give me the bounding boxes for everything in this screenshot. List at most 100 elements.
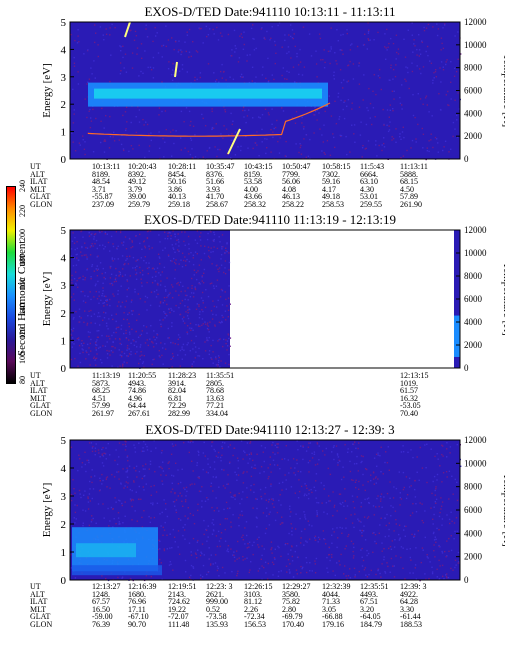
y-tick-label-left: 5 bbox=[61, 225, 67, 237]
panel-title: EXOS-D/TED Date:941110 11:13:19 - 12:13:… bbox=[143, 212, 397, 227]
orbit-value: 4.00 bbox=[244, 184, 258, 194]
orbit-value: 56.06 bbox=[282, 177, 300, 186]
orbit-value: 2.80 bbox=[282, 604, 296, 614]
panel-title: EXOS-D/TED Date:941110 12:13:27 - 12:39:… bbox=[145, 422, 395, 437]
orbit-value: 7302. bbox=[322, 169, 340, 179]
y-tick-label-right: 8000 bbox=[464, 482, 483, 492]
orbit-value: 258.67 bbox=[206, 199, 228, 209]
orbit-row-glat: GLAT -55.87 39.00 40.13 41.70 43.66 46.13 49.18… bbox=[30, 193, 490, 201]
orbit-row-ut: UT 10:13:11 10:20:43 10:28:11 10:35:47 10:43:… bbox=[30, 163, 490, 171]
orbit-value: 49.18 bbox=[322, 192, 340, 201]
orbit-value: 50.16 bbox=[168, 177, 186, 186]
orbit-value: 12:39: 3 bbox=[400, 582, 427, 591]
orbit-value: 3.05 bbox=[322, 604, 336, 614]
orbit-value: 4943. bbox=[128, 378, 146, 388]
y-tick-label-left: 2 bbox=[61, 99, 67, 111]
orbit-value: 81.12 bbox=[244, 597, 262, 606]
y-tick-label-right: 6000 bbox=[464, 86, 483, 96]
orbit-value: 12:16:39 bbox=[128, 582, 157, 591]
orbit-value: 4.96 bbox=[128, 393, 142, 403]
orbit-row-mlt: MLT 4.51 4.96 6.81 13.63 16.32 bbox=[30, 393, 490, 403]
orbit-value: 10:35:47 bbox=[206, 162, 235, 171]
orbit-row-label: UT bbox=[30, 371, 41, 380]
orbit-value: 258.53 bbox=[322, 199, 344, 209]
y-axis-label-left: Energy [eV] bbox=[41, 483, 53, 537]
orbit-row-label: ALT bbox=[30, 589, 45, 599]
y-tick-label-right: 12000 bbox=[464, 435, 487, 445]
orbit-value: 10:58:15 bbox=[322, 162, 351, 171]
panel-title: EXOS-D/TED Date:941110 10:13:11 - 11:13:… bbox=[144, 4, 396, 19]
energy-band-core bbox=[76, 543, 136, 558]
y-tick-label-right: 0 bbox=[464, 575, 469, 585]
y-tick-label-left: 3 bbox=[61, 280, 67, 292]
y-tick-label-right: 10000 bbox=[464, 248, 487, 258]
orbit-value: 51.66 bbox=[206, 177, 224, 186]
orbit-value: 4.51 bbox=[92, 393, 106, 403]
orbit-value: 156.53 bbox=[244, 619, 266, 629]
orbit-row-label: GLAT bbox=[30, 401, 51, 410]
orbit-value: 259.18 bbox=[168, 199, 190, 209]
y-tick-label-right: 0 bbox=[464, 154, 469, 164]
orbit-value: 999.00 bbox=[206, 597, 228, 606]
orbit-value: -59.00 bbox=[92, 612, 113, 621]
y-tick-label-right: 2000 bbox=[464, 552, 483, 562]
orbit-value: 4.17 bbox=[322, 184, 336, 194]
energy-band-core bbox=[94, 88, 322, 99]
colorbar-gradient bbox=[6, 186, 16, 384]
orbit-value: 7799. bbox=[282, 169, 300, 179]
orbit-value: 6.81 bbox=[168, 393, 182, 403]
orbit-value: -64.05 bbox=[360, 612, 381, 621]
orbit-row-label: ILAT bbox=[30, 597, 48, 606]
y-tick-label-right: 4000 bbox=[464, 528, 483, 538]
orbit-value: 59.16 bbox=[322, 177, 340, 186]
orbit-value: 12:35:51 bbox=[360, 582, 389, 591]
orbit-row-label: GLON bbox=[30, 408, 53, 418]
orbit-value: 64.28 bbox=[400, 597, 418, 606]
orbit-value: 724.62 bbox=[168, 597, 190, 606]
orbit-table: UT 10:13:11 10:20:43 10:28:11 10:35:47 10:43:… bbox=[30, 163, 490, 208]
colorbar-tick-label: 220 bbox=[18, 204, 27, 217]
orbit-value: 184.79 bbox=[360, 619, 382, 629]
orbit-value: 39.00 bbox=[128, 192, 146, 201]
y-tick-label-left: 0 bbox=[61, 575, 67, 587]
orbit-value: 82.04 bbox=[168, 386, 186, 395]
orbit-value: 41.70 bbox=[206, 192, 224, 201]
orbit-value: -69.79 bbox=[282, 612, 303, 621]
spike-mark bbox=[227, 128, 241, 155]
orbit-value: 1248. bbox=[92, 589, 110, 599]
orbit-value: -72.07 bbox=[168, 612, 189, 621]
orbit-value: 261.97 bbox=[92, 408, 114, 418]
y-tick-label-left: 3 bbox=[61, 491, 67, 503]
spectrogram-plot: 0 1 2 3 4 5 0 2000 4000 6000 8000 10000 12000 Energy … bbox=[41, 435, 505, 587]
y-tick-label-right: 6000 bbox=[464, 505, 483, 515]
orbit-value: 8189. bbox=[92, 169, 110, 179]
y-axis-label-left: Energy [eV] bbox=[41, 272, 53, 326]
orbit-value: 111.48 bbox=[168, 619, 190, 629]
orbit-row-label: MLT bbox=[30, 393, 47, 403]
orbit-value: 12:29:27 bbox=[282, 582, 311, 591]
y-axis-label-right: Temperature [K] bbox=[501, 54, 505, 127]
y-tick-label-left: 3 bbox=[61, 72, 67, 84]
orbit-value: 10:28:11 bbox=[168, 162, 197, 171]
orbit-value: -53.05 bbox=[400, 401, 421, 410]
y-axis-label-right: Temperature [K] bbox=[501, 262, 505, 335]
orbit-value: 8159. bbox=[244, 169, 262, 179]
orbit-table: UT 11:13:19 11:20:55 11:28:23 11:35:51 12:13:… bbox=[30, 372, 490, 417]
y-tick-label-left: 1 bbox=[61, 335, 67, 347]
orbit-row-ilat: ILAT 67.57 76.96 724.62 999.00 81.12 75.82 71.3… bbox=[30, 598, 490, 606]
orbit-value: 90.70 bbox=[128, 619, 146, 629]
orbit-row-mlt: MLT 3.71 3.79 3.86 3.93 4.00 4.08 4.17 4.30 4.50 bbox=[30, 184, 490, 194]
orbit-row-mlt: MLT 16.50 17.11 19.22 0.52 2.26 2.80 3.05 3.20 3.… bbox=[30, 604, 490, 614]
orbit-value: 11:5:43 bbox=[360, 162, 385, 171]
orbit-value: 179.16 bbox=[322, 619, 344, 629]
orbit-row-label: GLAT bbox=[30, 192, 51, 201]
orbit-value: 70.40 bbox=[400, 408, 418, 418]
orbit-value: 12:26:15 bbox=[244, 582, 273, 591]
orbit-value: 3580. bbox=[282, 589, 300, 599]
orbit-value: 267.61 bbox=[128, 408, 150, 418]
orbit-value: 2143. bbox=[168, 589, 186, 599]
orbit-value: 261.90 bbox=[400, 199, 422, 209]
orbit-row-label: GLAT bbox=[30, 612, 51, 621]
orbit-value: 74.86 bbox=[128, 386, 146, 395]
orbit-value: 5888. bbox=[400, 169, 418, 179]
